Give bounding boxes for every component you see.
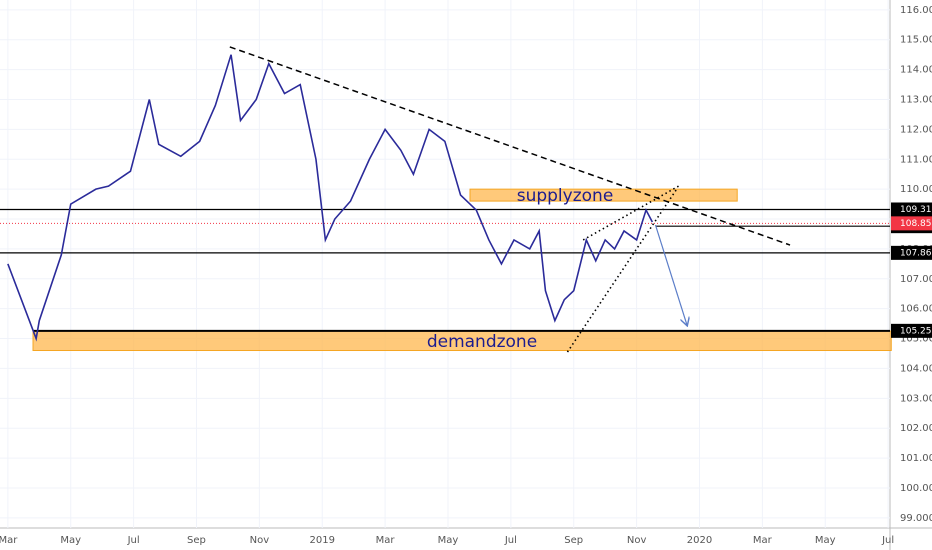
x-tick-label: Jul [127,535,140,546]
x-tick-label: Jul [504,535,517,546]
x-tick-label: 2019 [310,535,335,546]
y-tick-label: 99.000 [900,513,932,524]
x-tick-label: Mar [753,535,773,546]
trendline [582,184,682,241]
y-tick-label: 103.000 [900,393,932,404]
y-tick-label: 106.000 [900,304,932,315]
plot-layer: supplyzone demandzone [0,0,892,528]
zone-label: supplyzone [517,186,614,206]
y-tick-label: 116.000 [900,5,932,16]
y-tick-label: 107.000 [900,274,932,285]
y-tick-label: 100.000 [900,483,932,494]
trendline [654,224,686,325]
x-tick-label: Mar [376,535,396,546]
level-tag-label: 107.868 [900,248,932,258]
level-tag [891,323,932,338]
level-tag [891,245,932,260]
zone [469,188,738,202]
x-tick-label: May [438,535,459,546]
x-tick-label: Nov [627,535,647,546]
y-tick-label: 111.000 [900,154,932,165]
y-tick-label: 114.000 [900,65,932,76]
level-tag [891,202,932,217]
zone-label: demandzone [427,332,537,352]
x-tick-label: Nov [250,535,270,546]
y-tick-label: 115.000 [900,35,932,46]
price-tag-label: 108.855 [900,219,932,229]
x-tick-label: May [60,535,81,546]
y-tick-label: 105.000 [900,334,932,345]
trendline [229,46,791,246]
trendline [566,187,679,353]
price-tag [891,216,932,231]
plot-area [0,0,890,528]
y-tick-label: 110.000 [900,184,932,195]
level-tag-label: 109.319 [900,205,932,215]
x-tick-label: May [815,535,836,546]
x-tick-label: Sep [187,535,206,546]
y-tick-label: 112.000 [900,124,932,135]
x-tick-label: Mar [0,535,18,546]
y-tick-label: 104.000 [900,363,932,374]
y-tick-label: 113.000 [900,95,932,106]
x-tick-label: 2020 [687,535,712,546]
level-tag-label: 105.258 [900,326,932,336]
price-line [7,54,654,342]
y-tick-label: 102.000 [900,423,932,434]
x-tick-label: Sep [564,535,583,546]
y-tick-label: 101.000 [900,453,932,464]
x-tick-label: Jul [881,535,894,546]
